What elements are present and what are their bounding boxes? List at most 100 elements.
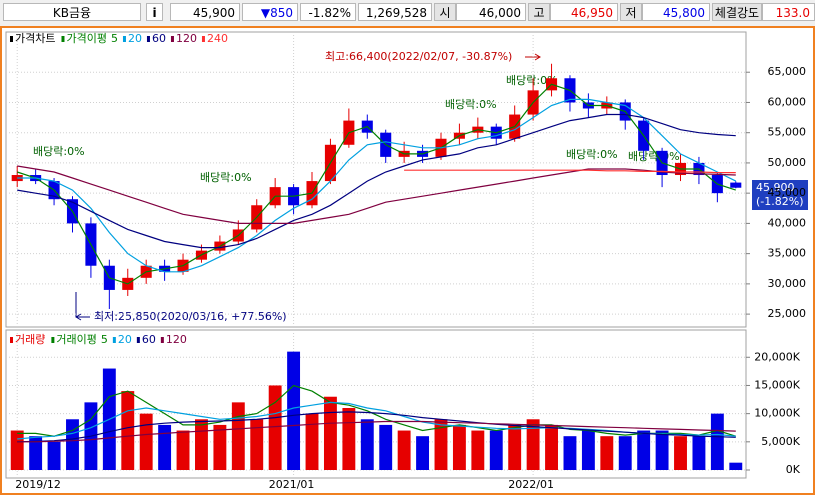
last-change: (-1.82%) bbox=[756, 195, 804, 208]
volume-bar bbox=[139, 413, 153, 470]
candle-body bbox=[730, 182, 742, 188]
legend-swatch bbox=[10, 36, 13, 42]
legend-ma-label: 거래이평 bbox=[56, 333, 96, 346]
volume-bar bbox=[323, 396, 337, 470]
volume-bar bbox=[231, 402, 245, 470]
high: 46,950 bbox=[550, 3, 618, 21]
info-button[interactable]: i bbox=[146, 3, 163, 21]
volume-bar bbox=[581, 430, 595, 470]
ma-line bbox=[17, 420, 736, 443]
y-tick-label: 60,000 bbox=[768, 95, 807, 108]
volume-bar bbox=[729, 462, 743, 470]
quote-bar: KB금융 i 45,900 ▼850 -1.82% 1,269,528 시 46… bbox=[0, 0, 815, 26]
legend-swatch bbox=[10, 337, 13, 343]
legend-entry: 240 bbox=[207, 32, 228, 45]
stock-name[interactable]: KB금융 bbox=[3, 3, 141, 21]
legend-entry: 60 bbox=[152, 32, 166, 45]
legend-swatch bbox=[146, 36, 150, 42]
dividend-note: 배당락:0% bbox=[200, 171, 252, 184]
volume-bar bbox=[176, 430, 190, 470]
legend-swatch bbox=[122, 36, 126, 42]
volume-bar bbox=[305, 413, 319, 470]
low-label: 저 bbox=[620, 3, 642, 21]
open-label: 시 bbox=[434, 3, 456, 21]
x-tick-label: 2022/01 bbox=[508, 478, 554, 491]
dividend-note: 배당락:0% bbox=[628, 150, 680, 163]
y-tick-label: 20,000K bbox=[754, 350, 800, 363]
volume-bar bbox=[618, 436, 632, 470]
legend-entry: 5 bbox=[101, 333, 108, 346]
legend-swatch bbox=[61, 36, 65, 42]
x-tick-label: 2019/12 bbox=[15, 478, 61, 491]
chart: 최고:66,400(2022/02/07, -30.87%) 최저:25,850… bbox=[0, 26, 815, 495]
last-price: 45,900 bbox=[756, 181, 795, 194]
volume-bar bbox=[342, 408, 356, 470]
legend-entry: 5 bbox=[111, 32, 118, 45]
change: ▼850 bbox=[242, 3, 298, 21]
volume-bar bbox=[10, 430, 24, 470]
y-tick-label: 30,000 bbox=[768, 277, 807, 290]
volume-panel bbox=[5, 329, 747, 479]
open: 46,000 bbox=[456, 3, 526, 21]
y-tick-label: 15,000K bbox=[754, 378, 800, 391]
dividend-note: 배당락:0% bbox=[506, 74, 558, 87]
volume-bar bbox=[489, 430, 503, 470]
legend-swatch bbox=[170, 36, 174, 42]
volume-bar bbox=[379, 424, 393, 470]
high-label: 고 bbox=[528, 3, 550, 21]
ma-line bbox=[17, 113, 736, 249]
last-price-box bbox=[752, 180, 808, 210]
volume-bar bbox=[545, 424, 558, 470]
volume-bar bbox=[710, 413, 724, 470]
volume-bar bbox=[121, 391, 135, 470]
y-tick-label: 5,000K bbox=[761, 435, 800, 448]
legend-swatch bbox=[160, 337, 164, 343]
y-tick-label: 35,000 bbox=[768, 247, 807, 260]
ma-line bbox=[17, 83, 736, 285]
ma-line bbox=[404, 169, 736, 174]
legend-title: 거래량 bbox=[15, 333, 45, 346]
volume-bar bbox=[158, 424, 172, 470]
volume-bar bbox=[637, 430, 651, 470]
volume-bar bbox=[360, 419, 374, 470]
volume-bar bbox=[213, 424, 227, 470]
strength: 133.0 bbox=[762, 3, 815, 21]
volume-bar bbox=[600, 436, 614, 470]
price: 45,900 bbox=[170, 3, 240, 21]
volume-bar bbox=[250, 419, 264, 470]
legend-entry: 60 bbox=[142, 333, 156, 346]
strength-label: 체결강도 bbox=[712, 3, 762, 21]
change-rate: -1.82% bbox=[300, 3, 356, 21]
legend-entry: 120 bbox=[176, 32, 197, 45]
price-panel bbox=[5, 31, 747, 328]
dividend-note: 배당락:0% bbox=[566, 148, 618, 161]
volume-bar bbox=[195, 419, 208, 470]
ma-line bbox=[17, 165, 736, 224]
volume-bar bbox=[397, 430, 411, 470]
volume-bar bbox=[508, 424, 522, 470]
volume-bar bbox=[268, 385, 282, 470]
volume-bar bbox=[416, 436, 430, 470]
volume-bar bbox=[47, 441, 61, 470]
legend-entry: 20 bbox=[128, 32, 142, 45]
legend-title: 가격차트 bbox=[15, 32, 55, 45]
y-tick-label: 65,000 bbox=[768, 65, 807, 78]
volume-bar bbox=[655, 430, 669, 470]
volume-bar bbox=[692, 436, 706, 470]
volume-bar bbox=[526, 419, 540, 470]
y-tick-label: 25,000 bbox=[768, 307, 807, 320]
dividend-note: 배당락:0% bbox=[445, 98, 497, 111]
volume-bar bbox=[434, 419, 448, 470]
y-tick-label: 40,000 bbox=[768, 216, 807, 229]
dividend-notes: 배당락:0% 배당락:0% 배당락:0% 배당락:0% 배당락:0% 배당락:0… bbox=[33, 74, 680, 184]
ma-line bbox=[17, 98, 737, 273]
high-arrow bbox=[525, 53, 541, 61]
low-arrow bbox=[75, 292, 90, 321]
y-tick-label: 45,000 bbox=[768, 186, 807, 199]
ma-line bbox=[17, 411, 736, 443]
legend-swatch bbox=[51, 337, 55, 343]
volume: 1,269,528 bbox=[358, 3, 432, 21]
low: 45,800 bbox=[642, 3, 710, 21]
volume-bar bbox=[452, 424, 466, 470]
ma-line bbox=[17, 384, 736, 437]
